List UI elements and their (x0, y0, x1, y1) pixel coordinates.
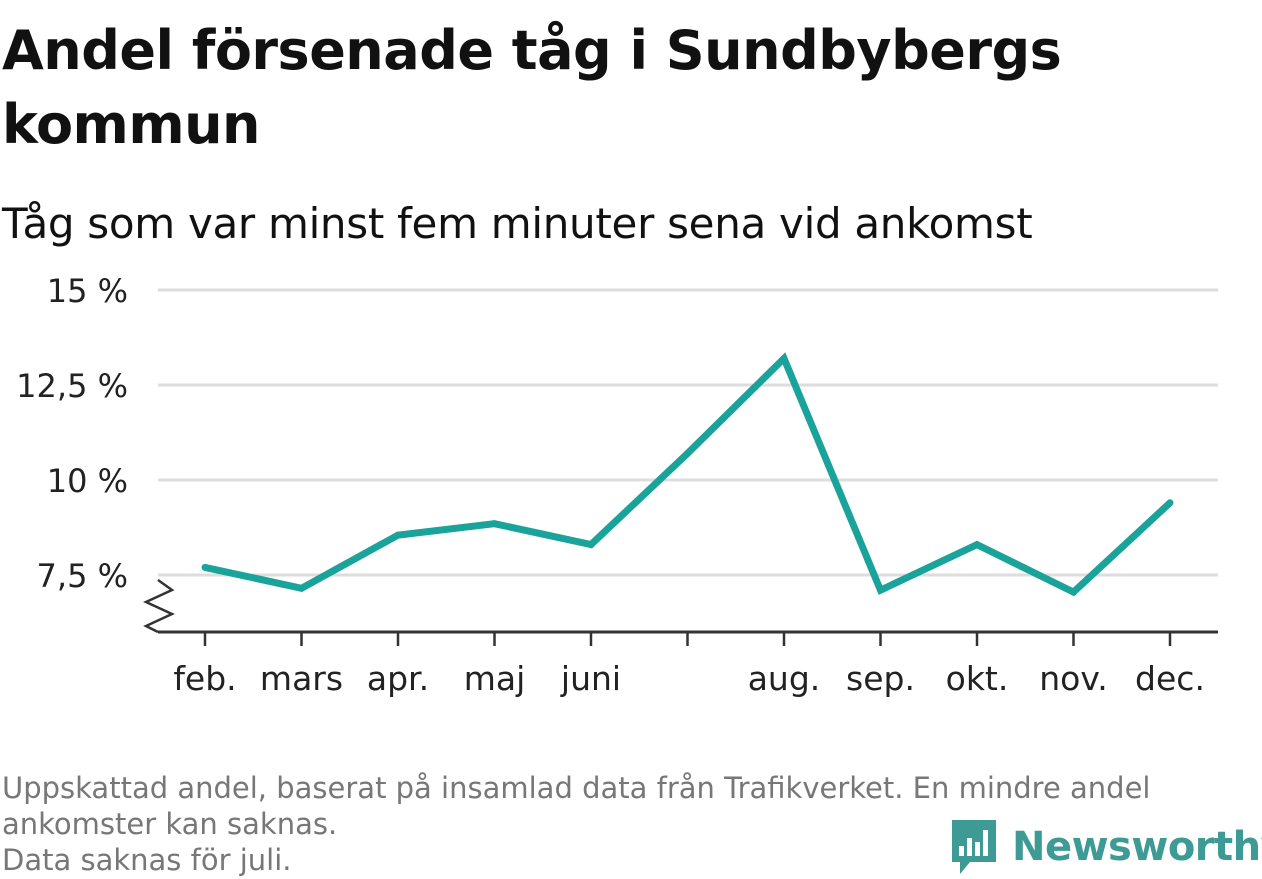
x-tick-label: apr. (367, 659, 429, 698)
data-point-nov (1070, 588, 1077, 596)
line-chart: 15 % 12,5 % 10 % 7,5 % feb. mars apr. maj juni a… (16, 272, 1218, 698)
y-tick-label: 12,5 % (16, 367, 128, 405)
data-point-sep (877, 586, 884, 594)
data-point-dec (1166, 499, 1174, 507)
gridlines (158, 288, 1218, 577)
data-point-apr (394, 531, 402, 539)
data-point-juli (684, 449, 691, 457)
chart-title: Andel försenade tåg i Sundbybergs kommun (2, 19, 1062, 156)
data-point-maj (491, 520, 498, 528)
chart-subtitle: Tåg som var minst fem minuter sena vid a… (2, 199, 1033, 248)
x-tick-label: aug. (748, 659, 821, 698)
x-tick-label: mars (260, 659, 343, 698)
data-point-aug (780, 354, 788, 362)
data-point-feb (201, 563, 209, 571)
footer-note-line-3: Data saknas för juli. (2, 843, 292, 877)
y-axis-labels: 15 % 12,5 % 10 % 7,5 % (16, 272, 128, 595)
footer-note: Uppskattad andel, baserat på insamlad da… (2, 770, 1252, 878)
series-layer (201, 352, 1174, 597)
footer-note-line-1: Uppskattad andel, baserat på insamlad da… (2, 771, 1151, 805)
y-tick-label: 7,5 % (37, 557, 128, 595)
footer-note-line-2: ankomster kan saknas. (2, 807, 338, 841)
newsworthy-logo-icon (952, 820, 996, 874)
newsworthy-logo: Newsworthy (950, 818, 1262, 876)
x-axis-labels: feb. mars apr. maj juni aug. sep. okt. nov. dec. (173, 659, 1205, 698)
x-tick-label: feb. (173, 659, 236, 698)
data-point-okt (973, 541, 981, 549)
x-tick-label: dec. (1135, 659, 1205, 698)
x-tick-label: nov. (1039, 659, 1108, 698)
x-tick-label: maj (464, 659, 526, 698)
x-tick-label: sep. (846, 659, 915, 698)
y-tick-label: 15 % (47, 272, 128, 310)
axis-break-icon (143, 578, 175, 634)
data-point-mars (298, 584, 305, 592)
series-line-0 (204, 352, 1173, 597)
x-axis (143, 578, 1218, 646)
x-tick-label: okt. (946, 659, 1009, 698)
x-tick-label: juni (560, 659, 621, 698)
y-tick-label: 10 % (47, 462, 128, 500)
newsworthy-logo-text: Newsworthy (1012, 824, 1262, 870)
data-point-juni (587, 541, 595, 549)
